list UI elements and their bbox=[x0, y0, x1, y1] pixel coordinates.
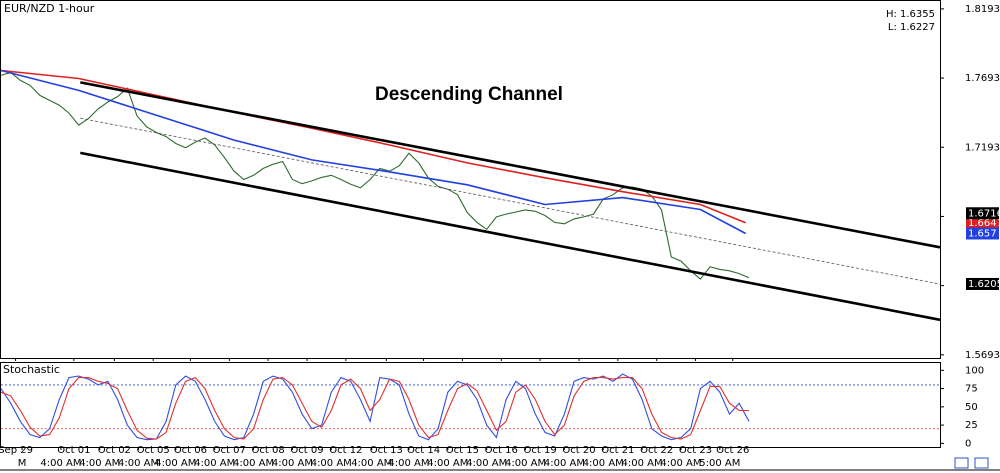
series-line bbox=[80, 81, 941, 249]
icon[interactable] bbox=[954, 457, 969, 469]
x-tick-label: 4:00 AM bbox=[505, 458, 546, 469]
x-tick-label: 4:00 AM bbox=[351, 458, 392, 469]
x-tick-label: 4:00 AM bbox=[233, 458, 274, 469]
x-tick-label: Oct 22 bbox=[640, 445, 673, 456]
x-tick-label: 4:00 AM bbox=[311, 458, 352, 469]
x-tick-label: Oct 20 bbox=[562, 445, 595, 456]
low-label: L: 1.6227 bbox=[888, 22, 935, 33]
price-panel bbox=[0, 0, 941, 359]
x-tick-label: 4:00 AM bbox=[194, 458, 235, 469]
x-tick-label: 4:00 AM bbox=[660, 458, 701, 469]
y-tick-label: 75 bbox=[965, 384, 978, 395]
x-tick-label: Oct 23 bbox=[679, 445, 712, 456]
y-tick-label: 1.8193 bbox=[965, 4, 1000, 15]
x-tick-label: Oct 13 bbox=[370, 445, 403, 456]
x-tick-label: Oct 16 bbox=[485, 445, 518, 456]
x-tick-label: 4:00 AM bbox=[388, 458, 429, 469]
x-tick-label: 4:00 AM bbox=[583, 458, 624, 469]
series-line bbox=[0, 373, 750, 441]
x-tick-label: Oct 12 bbox=[329, 445, 362, 456]
price-tag bbox=[966, 277, 999, 290]
x-tick-label: 4:00 AM bbox=[79, 458, 120, 469]
series-line bbox=[80, 151, 941, 322]
x-tick-label: Oct 06 bbox=[174, 445, 207, 456]
x-tick-label: Oct 19 bbox=[524, 445, 557, 456]
x-tick-label: Oct 01 bbox=[57, 445, 90, 456]
price-tag bbox=[966, 227, 999, 240]
x-tick-label: Oct 26 bbox=[716, 445, 749, 456]
x-tick-label: 4:00 AM bbox=[272, 458, 313, 469]
chart-title: EUR/NZD 1-hour bbox=[4, 2, 95, 15]
panel-title: Stochastic bbox=[3, 363, 60, 376]
series-line bbox=[80, 117, 941, 285]
y-tick-label: 100 bbox=[965, 365, 984, 376]
high-label: H: 1.6355 bbox=[886, 9, 935, 20]
series-line bbox=[0, 69, 747, 235]
series-line bbox=[0, 69, 746, 224]
x-tick-label: 4:00 AM bbox=[427, 458, 468, 469]
price-tag-label: 1.6205 bbox=[968, 279, 1000, 290]
x-tick-label: Oct 02 bbox=[98, 445, 131, 456]
x-tick-label: 4:00 AM bbox=[40, 458, 81, 469]
x-tick-label: Oct 21 bbox=[601, 445, 634, 456]
x-tick-label: Oct 09 bbox=[290, 445, 323, 456]
x-tick-label: M bbox=[18, 458, 27, 469]
x-tick-label: Oct 05 bbox=[137, 445, 170, 456]
x-tick-label: Oct 08 bbox=[252, 445, 285, 456]
y-tick-label: 50 bbox=[965, 402, 978, 413]
series-line bbox=[0, 376, 749, 440]
x-tick-label: 4:00 AM bbox=[544, 458, 585, 469]
x-tick-label: Oct 15 bbox=[446, 445, 479, 456]
price-tag bbox=[966, 216, 999, 229]
x-tick-label: 5:00 AM bbox=[699, 458, 740, 469]
x-tick-label: Oct 07 bbox=[213, 445, 246, 456]
price-tag-label: 1.6647 bbox=[968, 218, 1000, 229]
y-tick-label: 1.5693 bbox=[965, 350, 1000, 361]
price-tag bbox=[966, 207, 999, 220]
y-tick-label: 25 bbox=[965, 420, 978, 431]
y-tick-label: 1.7693 bbox=[965, 73, 1000, 84]
annotation: Descending Channel bbox=[375, 84, 563, 105]
icon[interactable] bbox=[974, 457, 989, 469]
x-tick-label: 4:00 AM bbox=[155, 458, 196, 469]
stochastic-panel bbox=[0, 362, 941, 448]
x-tick-label: 4:00 AM bbox=[118, 458, 159, 469]
x-tick-label: Sep 29 bbox=[0, 445, 33, 456]
y-tick-label: 0 bbox=[965, 438, 971, 449]
y-tick-label: 1.7193 bbox=[965, 142, 1000, 153]
x-tick-label: 4:00 AM bbox=[466, 458, 507, 469]
price-tag-label: 1.657 bbox=[968, 228, 997, 239]
x-tick-label: 4:00 AM bbox=[622, 458, 663, 469]
price-tag-label: 1.6716 bbox=[968, 208, 1000, 219]
x-tick-label: Oct 14 bbox=[407, 445, 440, 456]
